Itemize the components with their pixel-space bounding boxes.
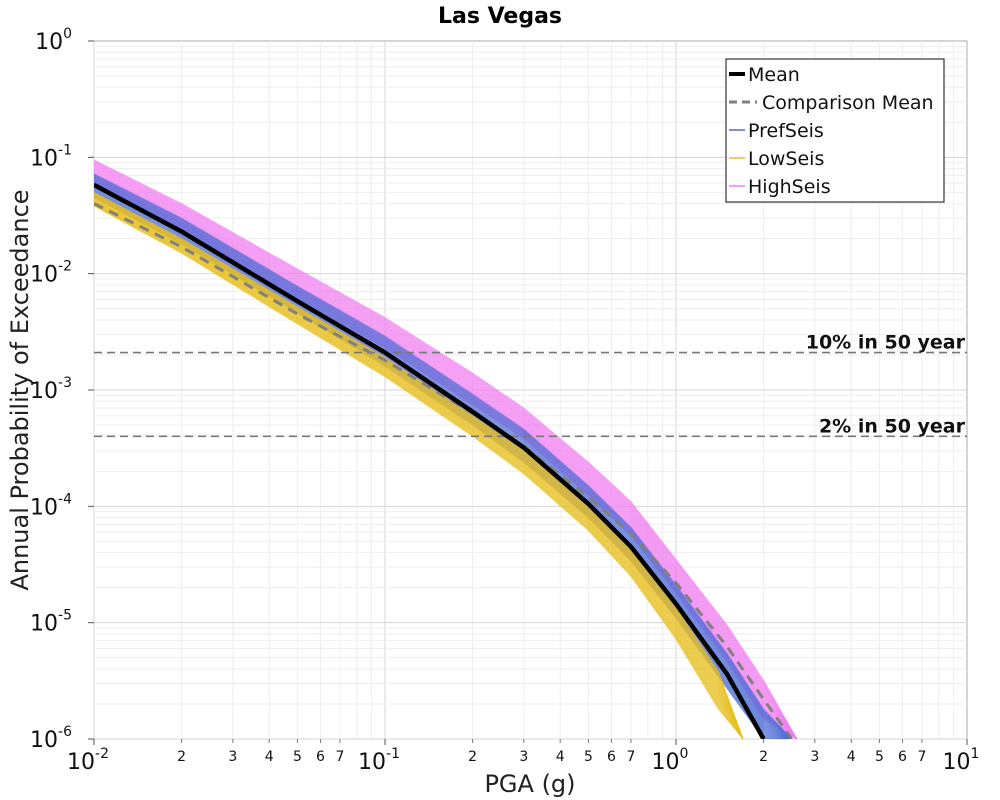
comparison-mean-line [94, 202, 794, 739]
branch-curve-highseis [94, 159, 798, 739]
branch-curve-lowseis [94, 204, 744, 739]
legend-item: LowSeis [729, 148, 824, 170]
x-minor-tick-label: 4 [556, 749, 565, 765]
x-minor-tick-label: 4 [847, 749, 856, 765]
y-tick-label: 10-6 [30, 724, 72, 753]
y-tick-label: 10-2 [30, 259, 72, 288]
series-lines [94, 182, 794, 739]
branch-curve-lowseis [94, 201, 744, 739]
x-tick-label: 101 [943, 746, 980, 775]
legend-label: PrefSeis [748, 120, 824, 142]
branch-curve-lowseis [94, 194, 744, 739]
branch-curve-lowseis [94, 195, 744, 739]
branch-curve-lowseis [94, 205, 744, 739]
x-minor-tick-label: 4 [265, 749, 274, 765]
x-minor-tick-label: 3 [519, 749, 528, 765]
branch-curve-highseis [94, 161, 798, 739]
branch-curve-prefseis [94, 179, 793, 739]
x-tick-label: 10-1 [358, 746, 400, 775]
legend: Mean Comparison Mean PrefSeis LowSeis HighSe… [725, 58, 945, 203]
y-tick-label: 10-3 [30, 375, 72, 404]
legend-item: Comparison Mean [729, 92, 934, 114]
branch-curve-lowseis [94, 203, 744, 739]
branch-curve-prefseis [94, 173, 793, 739]
x-minor-tick-label: 7 [335, 749, 344, 765]
branch-curve-lowseis [94, 199, 744, 739]
branch-curve-prefseis [94, 180, 793, 739]
x-minor-tick-label: 5 [293, 749, 302, 765]
branch-curve-lowseis [94, 202, 744, 739]
branch-curve-highseis [94, 167, 798, 739]
branch-curve-lowseis [94, 193, 744, 739]
branch-curve-lowseis [94, 193, 744, 739]
x-minor-tick-label: 3 [228, 749, 237, 765]
branch-curve-prefseis [94, 176, 793, 739]
legend-item: HighSeis [729, 176, 831, 198]
y-tick-label: 100 [35, 26, 72, 55]
branch-curve-prefseis [94, 177, 793, 739]
branch-curve-highseis [94, 170, 798, 739]
legend-box [725, 58, 945, 203]
y-axis-label: Annual Probability of Exceedance [6, 189, 34, 590]
y-tick-label: 10-5 [30, 608, 72, 637]
branch-curve-lowseis [94, 202, 744, 739]
x-minor-tick-label: 5 [584, 749, 593, 765]
branch-curve-highseis [94, 164, 798, 739]
x-minor-tick-label: 2 [759, 749, 768, 765]
x-minor-tick-label: 7 [626, 749, 635, 765]
branch-curve-lowseis [94, 204, 744, 739]
x-minor-tick-label: 6 [607, 749, 616, 765]
legend-item: Mean [729, 64, 800, 86]
branch-curve-lowseis [94, 196, 744, 739]
legend-label: HighSeis [748, 176, 831, 198]
branch-curve-highseis [94, 163, 798, 739]
y-tick-label: 10-1 [30, 142, 72, 171]
branch-curve-highseis [94, 162, 798, 739]
branch-curve-prefseis [94, 181, 793, 739]
branch-curve-highseis [94, 168, 798, 739]
reference-line-label: 2% in 50 year [819, 415, 966, 437]
branch-curve-lowseis [94, 198, 744, 739]
branch-curve-lowseis [94, 201, 744, 739]
branch-curve-prefseis [94, 175, 793, 739]
branch-curve-lowseis [94, 191, 744, 739]
branch-curve-prefseis [94, 178, 793, 739]
x-tick-label: 10-2 [67, 746, 109, 775]
y-axis-ticks: 100 10-1 10-2 10-3 10-4 10-5 10-6 [30, 26, 94, 753]
reference-lines: 10% in 50 year 2% in 50 year [94, 332, 967, 437]
branch-curve-highseis [94, 166, 798, 739]
branch-curve-lowseis [94, 205, 744, 739]
legend-item: PrefSeis [729, 120, 824, 142]
branch-curve-lowseis [94, 197, 744, 739]
reference-line-label: 10% in 50 year [806, 332, 966, 354]
legend-label: Comparison Mean [762, 92, 934, 114]
branch-curve-highseis [94, 171, 798, 739]
mean-line [94, 182, 766, 739]
branch-curve-highseis [94, 169, 798, 739]
x-tick-label: 100 [652, 746, 689, 775]
branch-curve-prefseis [94, 174, 793, 739]
branch-curve-lowseis [94, 200, 744, 739]
branch-curve-lowseis [94, 197, 744, 739]
x-minor-tick-label: 5 [875, 749, 884, 765]
x-minor-tick-label: 6 [316, 749, 325, 765]
branch-curve-lowseis [94, 195, 744, 739]
chart-title: Las Vegas [438, 4, 562, 29]
x-minor-tick-label: 3 [810, 749, 819, 765]
x-minor-tick-label: 7 [917, 749, 926, 765]
branch-curve-lowseis [94, 194, 744, 739]
legend-label: LowSeis [748, 148, 824, 170]
y-tick-label: 10-4 [30, 491, 72, 520]
x-axis-label: PGA (g) [484, 770, 575, 798]
legend-label: Mean [748, 64, 800, 86]
branch-curve-lowseis [94, 192, 744, 739]
branch-curve-highseis [94, 165, 798, 739]
x-minor-tick-label: 6 [898, 749, 907, 765]
x-minor-tick-label: 2 [177, 749, 186, 765]
x-minor-tick-label: 2 [468, 749, 477, 765]
